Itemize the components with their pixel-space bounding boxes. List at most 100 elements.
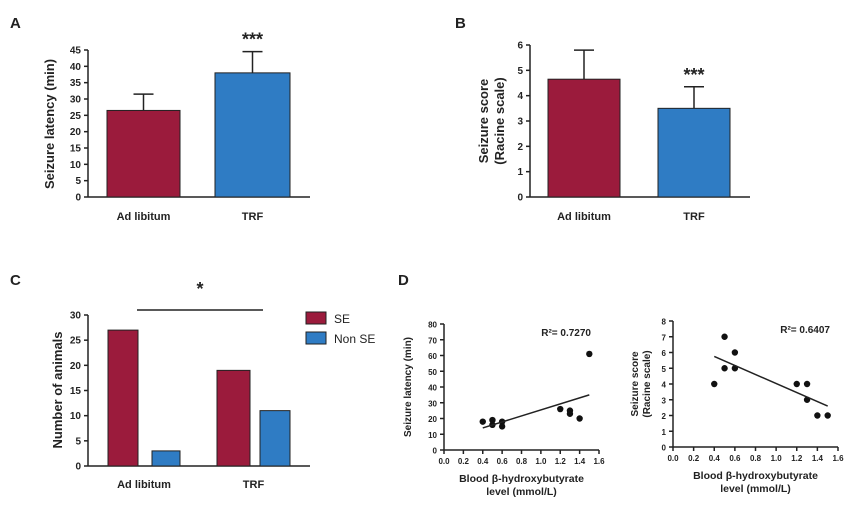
trend-line — [482, 394, 590, 429]
data-point — [793, 380, 800, 388]
y-axis-label: (Racine scale) — [492, 77, 507, 164]
y-axis-label: Seizure score — [630, 351, 641, 416]
y-tick-label: 2 — [662, 412, 667, 421]
y-tick-label: 20 — [70, 361, 82, 372]
x-tick-label: 0.4 — [477, 457, 489, 466]
x-tick-label: 1.2 — [555, 457, 567, 466]
y-tick-label: 70 — [428, 336, 437, 345]
y-tick-label: 8 — [662, 318, 667, 327]
data-point — [498, 423, 506, 430]
y-axis-label: Number of animals — [50, 331, 65, 448]
x-axis-label: Blood β-hydroxybutyrate — [459, 473, 584, 485]
y-tick-label: 2 — [517, 142, 523, 153]
panel-label-d: D — [398, 272, 409, 289]
y-tick-label: 5 — [75, 436, 81, 447]
y-tick-label: 4 — [517, 91, 523, 102]
x-tick-label: TRF — [242, 211, 264, 223]
bar-trf — [657, 107, 731, 198]
y-axis-label: Seizure score — [476, 79, 491, 164]
y-tick-label: 40 — [70, 62, 82, 73]
x-tick-label: TRF — [243, 479, 265, 491]
y-tick-label: 20 — [70, 127, 82, 138]
y-tick-label: 20 — [428, 415, 437, 424]
x-tick-label: Ad libitum — [117, 211, 171, 223]
y-tick-label: 3 — [517, 117, 523, 128]
x-tick-label: 1.4 — [574, 457, 586, 466]
y-tick-label: 25 — [70, 111, 82, 122]
y-tick-label: 5 — [517, 66, 523, 77]
legend-swatch — [305, 331, 327, 345]
data-point — [824, 412, 831, 419]
x-tick-label: 0.6 — [497, 457, 509, 466]
y-tick-label: 0 — [517, 193, 523, 204]
y-tick-label: 80 — [428, 321, 437, 330]
y-tick-label: 10 — [70, 411, 82, 422]
y-tick-label: 4 — [662, 381, 667, 390]
x-tick-label: 1.4 — [812, 454, 824, 463]
x-tick-label: 0.2 — [688, 454, 700, 463]
x-tick-label: 0.8 — [516, 457, 528, 466]
bar-ad-libitum — [106, 109, 181, 198]
data-point — [814, 412, 821, 419]
x-tick-label: Ad libitum — [117, 479, 171, 491]
panel-label-a: A — [10, 15, 21, 32]
y-tick-label: 15 — [70, 386, 82, 397]
y-tick-label: 7 — [662, 333, 667, 342]
x-tick-label: 0.6 — [729, 454, 741, 463]
y-tick-label: 10 — [70, 160, 82, 171]
r-squared-label: R²= 0.6407 — [780, 325, 830, 336]
data-point — [586, 350, 593, 358]
legend-swatch — [305, 311, 327, 325]
bar-se — [216, 369, 251, 467]
x-tick-label: 0.2 — [458, 457, 470, 466]
x-tick-label: 0.0 — [667, 454, 679, 463]
x-axis-label: level (mmol/L) — [486, 486, 557, 498]
y-tick-label: 30 — [428, 399, 437, 408]
y-tick-label: 30 — [70, 95, 82, 106]
bar-trf — [214, 72, 291, 198]
bar-non-se — [259, 410, 291, 467]
x-tick-label: 0.0 — [438, 457, 450, 466]
y-tick-label: 35 — [70, 78, 82, 89]
x-tick-label: 1.6 — [832, 454, 844, 463]
significance-marker: *** — [683, 65, 704, 85]
y-tick-label: 40 — [428, 384, 437, 393]
y-tick-label: 6 — [517, 41, 523, 52]
y-tick-label: 10 — [428, 431, 437, 440]
significance-marker: *** — [242, 30, 263, 50]
trend-line — [713, 355, 828, 407]
significance-marker: * — [196, 279, 203, 299]
bar-non-se — [151, 450, 181, 467]
y-tick-label: 25 — [70, 336, 82, 347]
x-tick-label: 1.0 — [535, 457, 547, 466]
data-point — [803, 380, 811, 388]
data-point — [576, 415, 583, 422]
x-tick-label: 1.0 — [771, 454, 783, 463]
y-axis-label: Seizure latency (min) — [42, 59, 57, 189]
data-point — [721, 333, 728, 340]
x-axis-label: level (mmol/L) — [720, 483, 791, 495]
y-tick-label: 6 — [662, 349, 667, 358]
y-tick-label: 50 — [428, 368, 437, 377]
data-point — [711, 380, 718, 388]
x-axis-label: Blood β-hydroxybutyrate — [693, 470, 818, 482]
x-tick-label: 1.6 — [593, 457, 605, 466]
y-tick-label: 5 — [75, 176, 81, 187]
data-point — [479, 418, 486, 425]
r-squared-label: R²= 0.7270 — [541, 328, 591, 339]
y-tick-label: 15 — [70, 144, 82, 155]
y-tick-label: 0 — [75, 193, 81, 204]
panel-label-c: C — [10, 272, 21, 289]
x-tick-label: TRF — [683, 211, 705, 223]
y-axis-label: Seizure latency (min) — [403, 337, 414, 437]
y-tick-label: 0 — [75, 462, 81, 473]
x-tick-label: Ad libitum — [557, 211, 611, 223]
bar-se — [107, 329, 139, 467]
x-tick-label: 0.4 — [709, 454, 721, 463]
data-point — [731, 349, 739, 356]
y-tick-label: 45 — [70, 46, 82, 57]
x-tick-label: 1.2 — [791, 454, 803, 463]
x-tick-label: 0.8 — [750, 454, 762, 463]
panel-label-b: B — [455, 15, 466, 32]
